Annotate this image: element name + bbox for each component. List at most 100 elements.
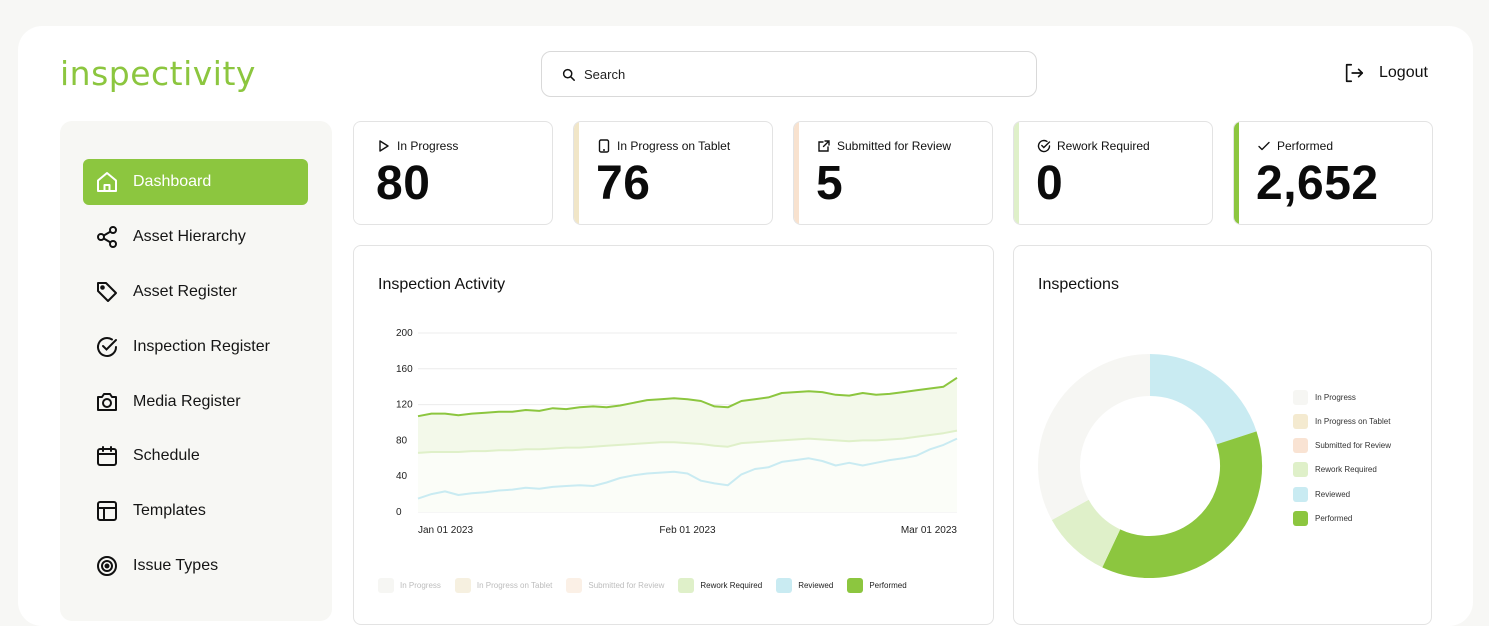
check-circle-icon [1037, 139, 1051, 153]
inspection-activity-chart: 0 40 80 120 160 200 Jan 01 2023 Feb 01 2023 Mar … [396, 328, 958, 536]
sidebar-item-label: Asset Hierarchy [133, 228, 246, 245]
slice-in-progress[interactable] [1038, 354, 1151, 520]
legend-label: Reviewed [1315, 490, 1351, 499]
stat-value: 80 [376, 157, 431, 210]
legend-swatch [454, 578, 471, 593]
legend-item-submitted-for-review[interactable]: Submitted for Review [1293, 438, 1391, 453]
x-tick-label: Mar 01 2023 [901, 525, 958, 536]
legend-label: Submitted for Review [588, 581, 665, 590]
series-line-performed [417, 376, 958, 418]
legend-item-rework-required[interactable]: Rework Required [678, 578, 762, 593]
series-area-performed [418, 377, 957, 453]
stat-label: In Progress [397, 139, 459, 153]
stat-label: Performed [1277, 139, 1334, 153]
sidebar-item-label: Issue Types [133, 557, 219, 574]
stat-label: In Progress on Tablet [617, 139, 731, 153]
slice-rework-required[interactable] [1051, 499, 1121, 568]
sidebar-item-label: Media Register [133, 393, 241, 410]
legend-item-reviewed[interactable]: Reviewed [1293, 487, 1350, 502]
inspection-activity-legend: In Progress In Progress on Tablet Submit… [378, 578, 921, 593]
calendar-icon [97, 446, 117, 466]
external-link-icon [818, 140, 830, 152]
search-icon [562, 68, 575, 81]
legend-swatch [378, 578, 394, 593]
sidebar-item-asset-register[interactable]: Asset Register [83, 269, 308, 315]
series-area-rework-required [418, 430, 957, 512]
legend-label: In Progress on Tablet [476, 581, 553, 590]
play-icon [379, 140, 389, 152]
sidebar-item-asset-hierarchy[interactable]: Asset Hierarchy [83, 214, 308, 260]
stat-value: 5 [816, 157, 844, 210]
y-tick-label: 200 [396, 328, 413, 339]
legend-swatch [1293, 438, 1308, 453]
legend-swatch [847, 578, 864, 593]
legend-label: In Progress [1315, 393, 1356, 402]
logout-icon [1345, 63, 1364, 83]
legend-item-in-progress[interactable]: In Progress [378, 578, 441, 593]
legend-label: Rework Required [1315, 465, 1377, 474]
sidebar: Dashboard Asset Hierarchy Asset Register… [60, 121, 332, 621]
share-icon [97, 226, 117, 248]
sidebar-item-inspection-register[interactable]: Inspection Register [83, 324, 308, 370]
legend-item-performed[interactable]: Performed [847, 578, 907, 593]
logout-button[interactable]: Logout [1343, 62, 1428, 84]
stat-card-accent [1014, 122, 1019, 224]
legend-swatch [1293, 462, 1308, 477]
stat-value: 0 [1036, 157, 1064, 210]
legend-item-performed[interactable]: Performed [1293, 511, 1352, 526]
legend-swatch [1293, 390, 1308, 405]
y-tick-label: 40 [396, 471, 408, 482]
stat-label: Rework Required [1057, 139, 1150, 153]
y-tick-label: 80 [396, 435, 408, 446]
stat-value: 76 [596, 157, 651, 210]
legend-label: Rework Required [700, 581, 763, 590]
sidebar-item-label: Dashboard [133, 173, 212, 190]
legend-item-in-progress-on-tablet[interactable]: In Progress on Tablet [1293, 414, 1390, 429]
sidebar-item-media-register[interactable]: Media Register [83, 379, 308, 425]
legend-item-in-progress-on-tablet[interactable]: In Progress on Tablet [454, 578, 553, 593]
search-input[interactable]: Search [541, 51, 1037, 97]
legend-swatch [1293, 487, 1308, 502]
sidebar-item-label: Templates [133, 502, 206, 519]
sidebar-item-issue-types[interactable]: Issue Types [83, 543, 308, 589]
legend-swatch [1293, 511, 1308, 526]
slice-reviewed[interactable] [1149, 354, 1257, 446]
x-tick-label: Jan 01 2023 [418, 525, 473, 536]
sidebar-item-schedule[interactable]: Schedule [83, 433, 308, 479]
stat-card-performed[interactable]: Performed 2,652 [1233, 121, 1433, 225]
sidebar-item-templates[interactable]: Templates [83, 488, 308, 534]
home-icon [97, 172, 117, 192]
x-tick-label: Feb 01 2023 [659, 525, 716, 536]
stat-card-in-progress-on-tablet[interactable]: In Progress on Tablet 76 [573, 121, 773, 225]
tag-icon [97, 282, 117, 302]
panel-title: Inspection Activity [378, 276, 506, 293]
legend-label: In Progress [400, 581, 441, 590]
legend-swatch [678, 578, 695, 593]
slice-performed[interactable] [1102, 431, 1262, 578]
sidebar-item-label: Asset Register [133, 283, 238, 300]
legend-item-reviewed[interactable]: Reviewed [776, 578, 833, 593]
stat-card-rework-required[interactable]: Rework Required 0 [1013, 121, 1213, 225]
legend-item-rework-required[interactable]: Rework Required [1293, 462, 1377, 477]
legend-swatch [566, 578, 583, 593]
app-logo[interactable]: inspectivity [60, 54, 256, 93]
stat-value: 2,652 [1256, 157, 1379, 210]
legend-item-submitted-for-review[interactable]: Submitted for Review [566, 578, 664, 593]
y-tick-label: 160 [396, 364, 413, 375]
panel-title: Inspections [1038, 276, 1119, 293]
stat-card-accent [1234, 122, 1239, 224]
legend-item-in-progress[interactable]: In Progress [1293, 390, 1356, 405]
stat-card-submitted-for-review[interactable]: Submitted for Review 5 [793, 121, 993, 225]
series-line-reviewed [417, 437, 958, 500]
stat-card-in-progress[interactable]: In Progress 80 [353, 121, 553, 225]
inspections-donut-chart [1038, 354, 1262, 578]
series-line-rework-required [417, 429, 958, 454]
legend-swatch [776, 578, 793, 593]
stat-card-accent [794, 122, 799, 224]
check-icon [1258, 141, 1270, 151]
sidebar-item-dashboard[interactable]: Dashboard [83, 159, 308, 205]
layout-icon [97, 501, 117, 521]
legend-label: In Progress on Tablet [1315, 417, 1391, 426]
y-tick-label: 0 [396, 507, 402, 518]
y-tick-label: 120 [396, 400, 413, 411]
